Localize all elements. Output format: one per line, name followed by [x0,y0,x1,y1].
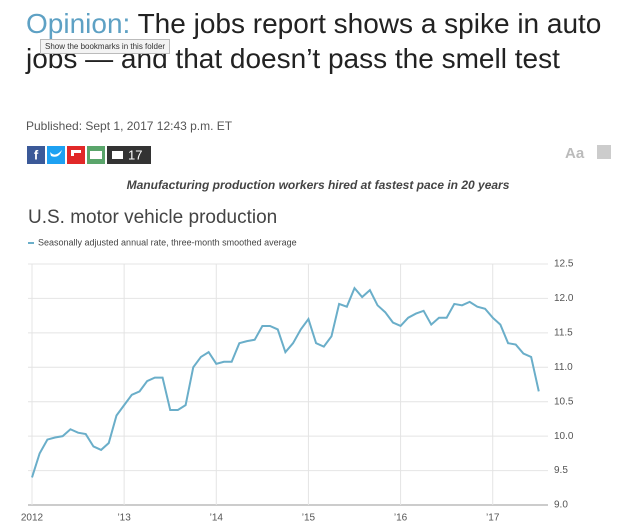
y-tick-label: 12.5 [554,259,574,270]
x-tick-label: ’15 [302,513,316,524]
font-size-button[interactable]: Aa [565,145,585,162]
legend-label: Seasonally adjusted annual rate, three-m… [38,237,297,247]
y-tick-label: 10.5 [554,396,574,407]
kicker: Opinion: [26,8,131,39]
comments-button[interactable] [107,146,151,164]
x-tick-label: ’14 [210,513,224,524]
x-tick-label: ’16 [394,513,408,524]
x-tick-label: ’17 [486,513,500,524]
y-tick-label: 12.0 [554,293,574,304]
twitter-icon [50,150,62,157]
y-tick-label: 11.0 [554,362,573,373]
y-tick-label: 11.5 [554,327,573,338]
print-button[interactable] [597,145,611,159]
facebook-button[interactable] [27,146,45,164]
y-tick-label: 9.0 [554,500,568,511]
facebook-icon: f [34,147,39,162]
flipboard-button[interactable] [67,146,85,164]
chart-caption: Manufacturing production workers hired a… [127,178,510,192]
chart-title: U.S. motor vehicle production [28,207,277,228]
tooltip: Show the bookmarks in this folder [40,39,171,54]
comment-count: 17 [128,147,142,162]
y-tick-label: 10.0 [554,431,574,442]
comment-icon [112,151,123,159]
flipboard-icon [71,150,81,156]
email-icon [90,151,102,159]
data-line [31,286,540,478]
published: Published: Sept 1, 2017 12:43 p.m. ET [26,119,233,133]
y-tick-label: 9.5 [554,465,568,476]
x-tick-label: 2012 [21,513,44,524]
x-tick-label: ’13 [117,513,131,524]
